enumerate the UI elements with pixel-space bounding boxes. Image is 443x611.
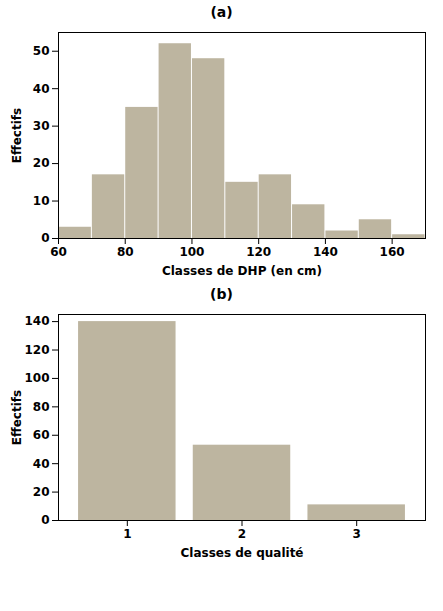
html-text:(b): (b) [210,286,233,302]
svg-text:60: 60 [33,428,50,442]
svg-text:20: 20 [33,156,50,170]
svg-text:40: 40 [33,457,50,471]
svg-text:0: 0 [41,513,49,527]
svg-text:40: 40 [33,82,50,96]
svg-text:0: 0 [41,231,49,245]
svg-text:20: 20 [33,485,50,499]
svg-text:Classes de DHP (en cm): Classes de DHP (en cm) [162,264,322,278]
svg-text:3: 3 [353,527,361,541]
svg-text:2: 2 [238,527,246,541]
svg-text:120: 120 [24,343,49,357]
svg-text:Classes de qualité: Classes de qualité [181,546,304,560]
svg-text:Effectifs: Effectifs [10,390,24,445]
svg-text:100: 100 [24,371,49,385]
svg-text:160: 160 [380,245,405,259]
svg-text:140: 140 [24,314,49,328]
svg-text:140: 140 [313,245,338,259]
svg-text:30: 30 [33,119,50,133]
svg-text:80: 80 [117,245,134,259]
svg-text:100: 100 [179,245,204,259]
svg-text:60: 60 [50,245,67,259]
svg-text:120: 120 [246,245,271,259]
svg-text:50: 50 [33,44,50,58]
svg-text:10: 10 [33,194,50,208]
svg-text:80: 80 [33,400,50,414]
svg-text:1: 1 [123,527,131,541]
html-text:(a): (a) [210,4,233,20]
svg-text:Effectifs: Effectifs [10,108,24,163]
